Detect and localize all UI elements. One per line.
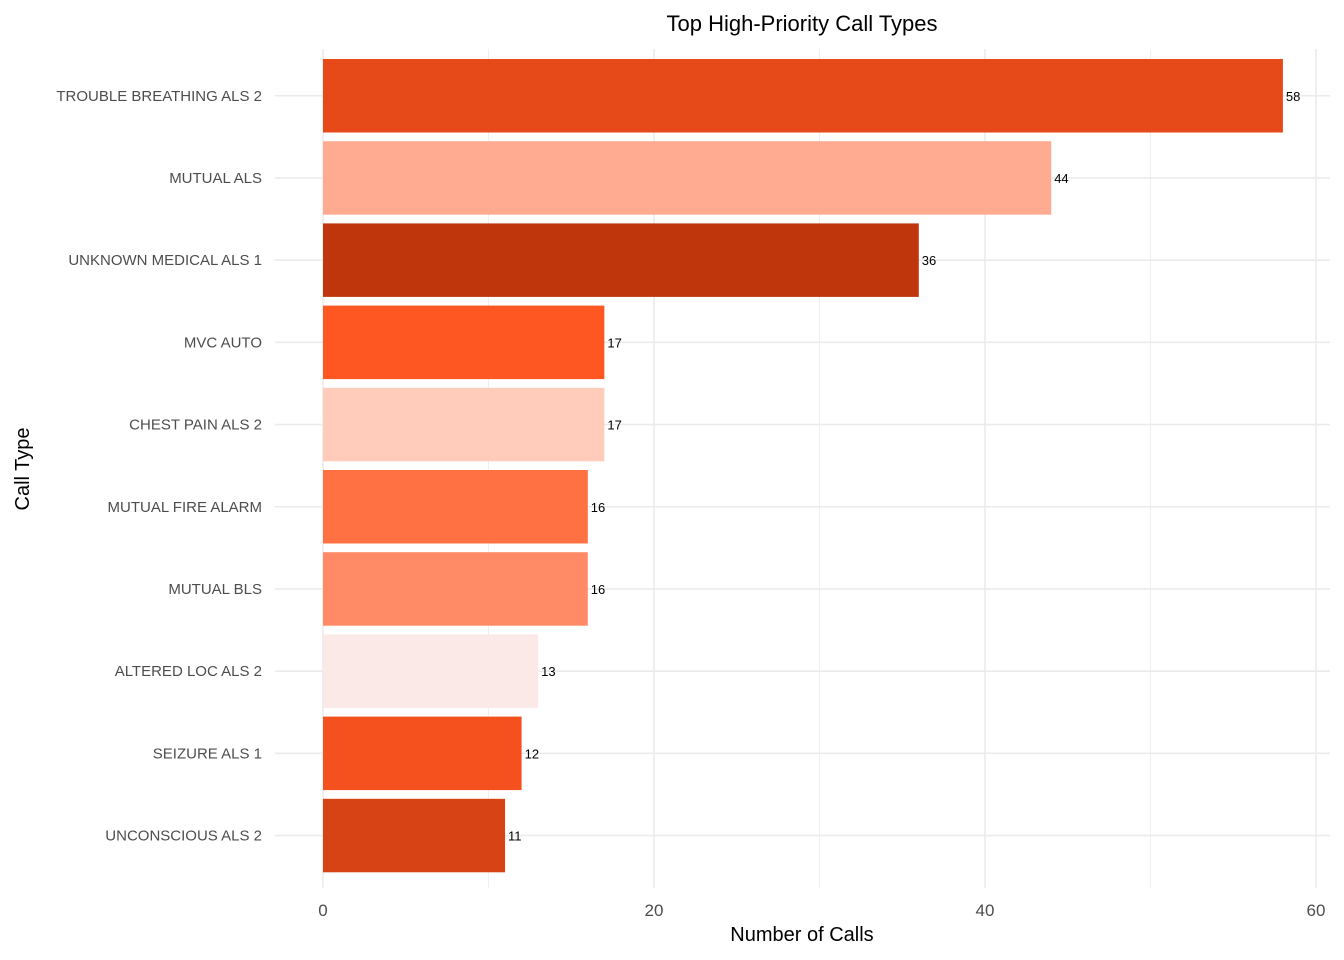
- data-label: 36: [922, 253, 936, 268]
- bar: [323, 59, 1283, 133]
- y-tick-label: TROUBLE BREATHING ALS 2: [56, 88, 262, 105]
- y-tick-label: SEIZURE ALS 1: [153, 745, 262, 762]
- x-tick-label: 0: [318, 901, 327, 920]
- bars: [323, 59, 1283, 873]
- x-tick-label: 60: [1307, 901, 1326, 920]
- bar: [323, 798, 506, 873]
- data-label: 16: [591, 500, 605, 515]
- y-axis-title: Call Type: [12, 427, 34, 510]
- y-axis-ticks: TROUBLE BREATHING ALS 2 MUTUAL ALS UNKNOWN…: [56, 88, 262, 845]
- data-label: 16: [591, 582, 605, 597]
- data-label: 11: [508, 829, 522, 844]
- y-tick-label: UNCONSCIOUS ALS 2: [105, 828, 262, 845]
- y-tick-label: MUTUAL BLS: [168, 581, 262, 598]
- bar: [323, 716, 522, 791]
- data-label: 17: [607, 335, 621, 350]
- bar: [323, 470, 588, 544]
- x-tick-label: 20: [645, 901, 664, 920]
- data-label: 12: [525, 746, 539, 761]
- y-tick-label: MUTUAL FIRE ALARM: [108, 499, 262, 516]
- data-labels: 58 44 36 17 17 16 16 13 12 11: [508, 89, 1300, 844]
- bar: [323, 141, 1052, 215]
- bar: [323, 634, 539, 708]
- y-tick-label: MUTUAL ALS: [169, 170, 262, 187]
- chart-title: Top High-Priority Call Types: [666, 11, 937, 36]
- x-tick-label: 40: [976, 901, 995, 920]
- x-axis-title: Number of Calls: [730, 924, 873, 946]
- y-tick-label: MVC AUTO: [184, 334, 262, 351]
- x-axis-ticks: 0 20 40 60: [318, 901, 1325, 920]
- bar: [323, 223, 919, 297]
- bar: [323, 552, 588, 626]
- y-tick-label: UNKNOWN MEDICAL ALS 1: [68, 252, 262, 269]
- data-label: 58: [1286, 89, 1300, 104]
- data-label: 44: [1054, 171, 1068, 186]
- bar: [323, 387, 605, 462]
- data-label: 13: [541, 664, 555, 679]
- y-tick-label: CHEST PAIN ALS 2: [129, 417, 262, 434]
- data-label: 17: [607, 418, 621, 433]
- y-tick-label: ALTERED LOC ALS 2: [115, 663, 262, 680]
- bar: [323, 305, 605, 380]
